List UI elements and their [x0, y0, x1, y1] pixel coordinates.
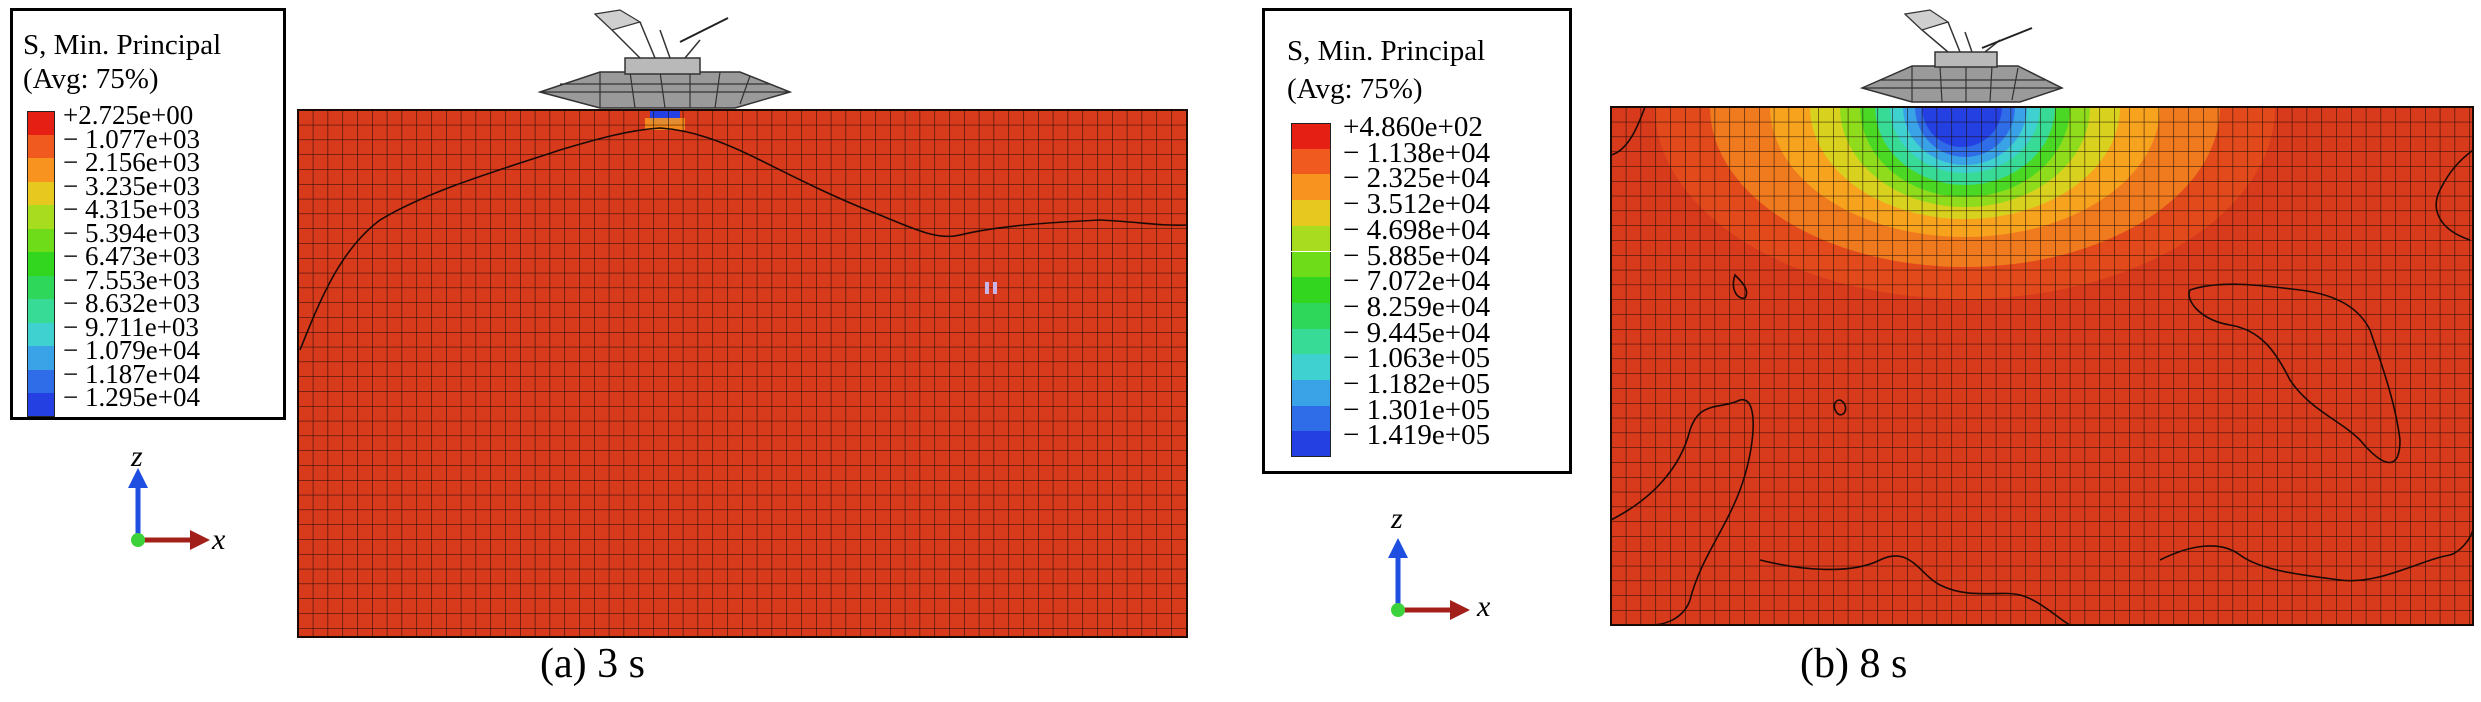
legend-swatch [1291, 200, 1331, 226]
legend-label: − 5.885e+04 [1343, 239, 1491, 272]
caption-b: (b) 8 s [1800, 641, 1908, 687]
legend-swatch [1291, 277, 1331, 303]
legend-swatch [27, 228, 55, 252]
legend-box-b: S, Min. Principal (Avg: 75%) +4.860e+02−… [1262, 8, 1572, 474]
legend-label: − 1.295e+04 [63, 382, 200, 412]
legend-label: − 1.301e+05 [1343, 393, 1491, 426]
legend-label: − 6.473e+03 [63, 241, 200, 271]
legend-swatch [1291, 405, 1331, 432]
legend-label: − 3.512e+04 [1343, 188, 1491, 221]
legend-swatch [1291, 174, 1331, 201]
legend-label: − 8.259e+04 [1343, 290, 1491, 323]
legend-label: − 7.553e+03 [63, 264, 200, 295]
legend-swatch [1291, 225, 1331, 252]
legend-swatch [27, 134, 55, 158]
axis-triad-a [128, 468, 210, 550]
legend-swatch [1291, 302, 1331, 329]
legend-title-b: S, Min. Principal [1287, 35, 1486, 67]
legend-label: − 3.235e+03 [63, 170, 200, 201]
legend-swatch [1291, 251, 1331, 278]
axis-label-z-a: z [131, 440, 143, 473]
legend-swatch [27, 369, 55, 393]
legend-label: − 2.156e+03 [63, 147, 200, 177]
legend-label: +4.860e+02 [1343, 111, 1483, 143]
legend-swatch [1291, 328, 1331, 355]
axis-label-z-b: z [1391, 502, 1403, 535]
legend-label: − 1.182e+05 [1343, 368, 1491, 400]
legend-label: − 1.187e+04 [63, 358, 200, 389]
legend-swatch [27, 111, 55, 135]
legend-label: − 8.632e+03 [63, 288, 200, 318]
legend-swatch [27, 322, 55, 346]
legend-swatch [27, 158, 55, 182]
legend-swatch [1291, 380, 1331, 406]
contour-line-a [299, 127, 1187, 351]
legend-swatch [1291, 431, 1331, 458]
legend-box-a: S, Min. Principal (Avg: 75%) +2.725e+00−… [10, 8, 286, 420]
legend-label: − 1.077e+03 [63, 123, 200, 154]
legend-label: − 7.072e+04 [1343, 265, 1491, 298]
caption-a: (a) 3 s [540, 641, 645, 687]
legend-label: − 9.445e+04 [1343, 316, 1491, 349]
axis-triad-b [1388, 538, 1470, 620]
legend-swatch [27, 346, 55, 370]
legend-swatch [27, 393, 55, 417]
legend-label: − 1.063e+05 [1343, 342, 1491, 375]
legend-swatch [27, 181, 55, 205]
legend-subtitle-a: (Avg: 75%) [23, 63, 159, 95]
legend-label: +2.725e+00 [63, 100, 194, 130]
contour-lines-b [1610, 106, 2474, 626]
legend-swatch [1291, 123, 1331, 149]
legend-swatch [27, 252, 55, 276]
legend-label: − 2.325e+04 [1343, 162, 1491, 195]
legend-label: − 1.079e+04 [63, 335, 200, 365]
legend-subtitle-b: (Avg: 75%) [1287, 73, 1423, 105]
legend-label: − 9.711e+03 [63, 311, 199, 342]
axis-label-x-a: x [212, 523, 226, 556]
legend-label: − 5.394e+03 [63, 217, 200, 248]
legend-swatch [1291, 148, 1331, 175]
legend-label: − 1.138e+04 [1343, 136, 1491, 169]
legend-swatch [27, 275, 55, 299]
legend-swatch [27, 299, 55, 323]
legend-swatch [27, 205, 55, 229]
legend-title-a: S, Min. Principal [23, 29, 222, 61]
legend-label: − 1.419e+05 [1343, 419, 1491, 452]
axis-label-x-b: x [1477, 590, 1491, 623]
legend-swatch [1291, 354, 1331, 380]
legend-label: − 4.698e+04 [1343, 213, 1491, 246]
legend-label: − 4.315e+03 [63, 194, 200, 224]
